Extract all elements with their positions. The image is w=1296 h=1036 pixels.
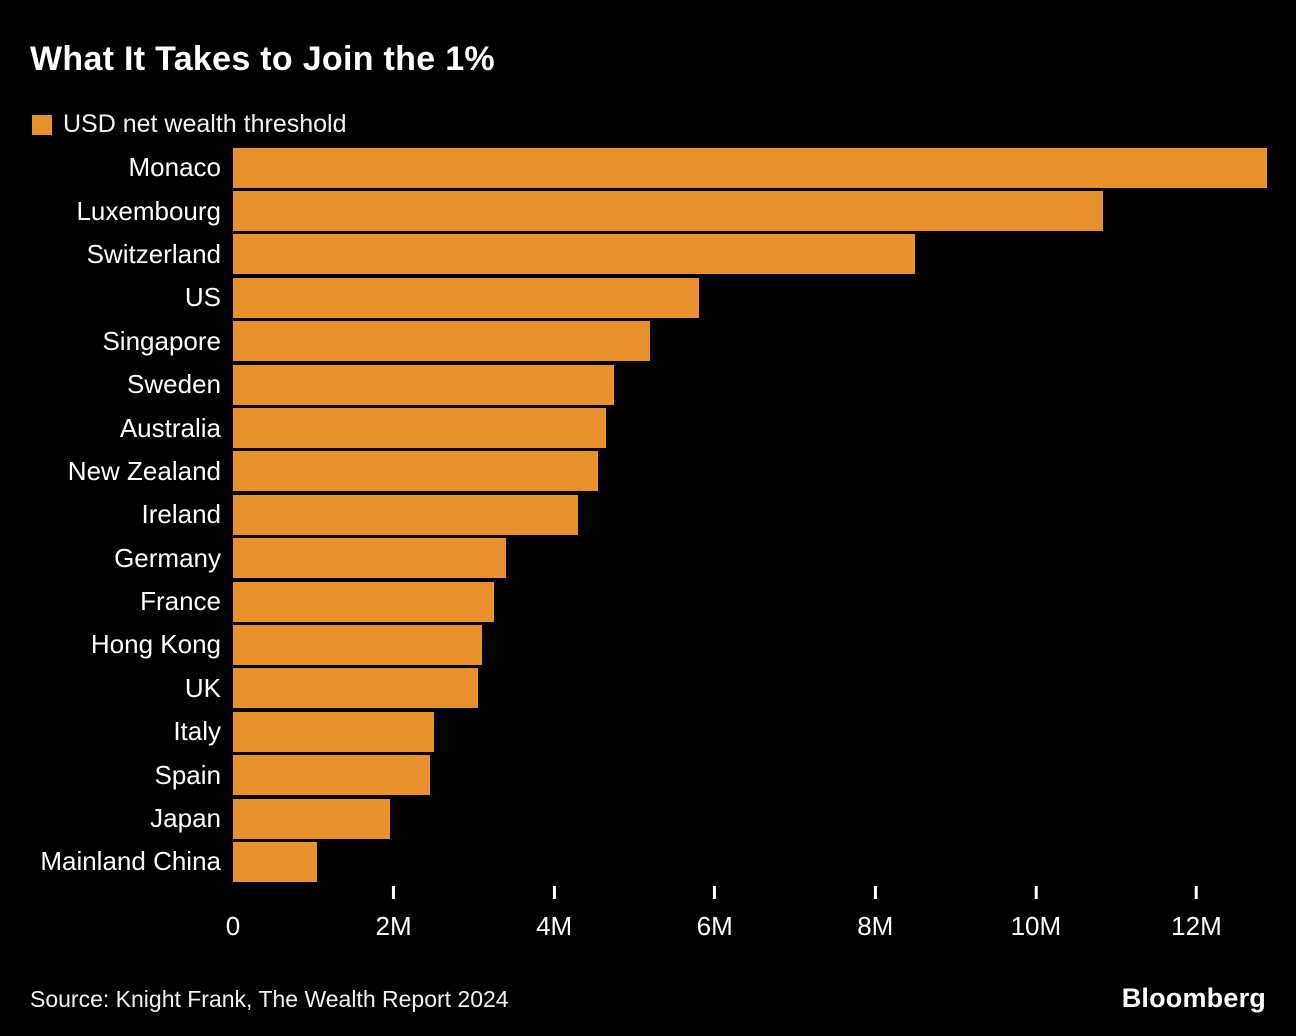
footer: Source: Knight Frank, The Wealth Report …: [30, 983, 1266, 1014]
bar: [233, 234, 916, 275]
bar-track: [233, 668, 1296, 709]
bar-row: Luxembourg: [0, 189, 1296, 232]
bar-row: Singapore: [0, 320, 1296, 363]
country-label: US: [184, 282, 221, 313]
bar-row: France: [0, 580, 1296, 623]
country-label: France: [140, 586, 221, 617]
bar-track: [233, 147, 1296, 188]
tick-label: 10M: [1010, 911, 1062, 941]
bar-track: [233, 581, 1296, 622]
bar: [233, 147, 1268, 188]
bar-row: Germany: [0, 537, 1296, 580]
bar-track: [233, 798, 1296, 839]
bar: [233, 755, 430, 796]
bar: [233, 668, 478, 709]
bar-track: [233, 711, 1296, 752]
bar: [233, 798, 390, 839]
axis-tick: 0: [226, 886, 240, 942]
bar-row: Mainland China: [0, 840, 1296, 883]
tick-mark: [392, 886, 396, 899]
tick-label: 12M: [1171, 911, 1222, 941]
bar: [233, 581, 494, 622]
axis-tick: 12M: [1171, 886, 1222, 942]
tick-label: 4M: [536, 911, 573, 941]
axis-tick: 4M: [536, 886, 572, 942]
tick-mark: [1034, 886, 1038, 899]
bar-track: [233, 755, 1296, 796]
country-label: Hong Kong: [90, 629, 221, 660]
country-label: New Zealand: [67, 455, 221, 486]
country-label: Mainland China: [40, 846, 221, 877]
bar-row: Ireland: [0, 493, 1296, 536]
bar-track: [233, 321, 1296, 362]
legend: USD net wealth threshold: [32, 110, 346, 139]
bar-chart: Monaco Luxembourg Switzerland US Singapore Sw…: [0, 146, 1296, 884]
bar: [233, 364, 615, 405]
country-label: Italy: [173, 716, 221, 747]
bar: [233, 624, 482, 665]
bar-row: Monaco: [0, 146, 1296, 189]
country-label: Luxembourg: [76, 195, 221, 226]
bar-row: New Zealand: [0, 450, 1296, 493]
bar: [233, 408, 607, 449]
bar: [233, 451, 599, 492]
bar-track: [233, 494, 1296, 535]
legend-swatch-icon: [32, 114, 52, 135]
tick-mark: [713, 886, 717, 899]
bar-row: Australia: [0, 406, 1296, 449]
bar: [233, 191, 1103, 232]
country-label: Spain: [154, 759, 222, 790]
axis-tick: 2M: [376, 886, 412, 942]
tick-label: 0: [225, 911, 241, 941]
country-label: Ireland: [141, 499, 222, 530]
tick-mark: [232, 886, 235, 899]
tick-mark: [873, 886, 877, 899]
bar-row: Italy: [0, 710, 1296, 753]
bar: [233, 321, 651, 362]
chart-title: What It Takes to Join the 1%: [30, 40, 495, 78]
bar: [233, 538, 506, 579]
bar-row: Switzerland: [0, 233, 1296, 276]
country-label: Sweden: [127, 369, 221, 400]
tick-mark: [1194, 886, 1198, 899]
tick-label: 2M: [375, 911, 412, 941]
bar-track: [233, 234, 1296, 275]
tick-mark: [552, 886, 556, 899]
bar-track: [233, 538, 1296, 579]
tick-label: 8M: [857, 911, 894, 941]
bar-row: Spain: [0, 753, 1296, 796]
bar-track: [233, 408, 1296, 449]
bar-track: [233, 841, 1296, 882]
country-label: Japan: [150, 803, 221, 834]
country-label: Monaco: [128, 152, 222, 183]
country-label: Singapore: [102, 325, 221, 356]
tick-label: 6M: [696, 911, 733, 941]
bar: [233, 841, 318, 882]
bar-track: [233, 191, 1296, 232]
legend-label: USD net wealth threshold: [63, 110, 347, 138]
axis-tick: 8M: [857, 886, 893, 942]
country-label: UK: [184, 672, 221, 703]
bar-track: [233, 451, 1296, 492]
bar-track: [233, 364, 1296, 405]
bar-row: Japan: [0, 797, 1296, 840]
x-axis: 0 2M 4M 6M 8M 10M 12M: [226, 886, 1296, 956]
country-label: Switzerland: [86, 238, 221, 269]
bar: [233, 494, 579, 535]
bar-row: Sweden: [0, 363, 1296, 406]
bar: [233, 277, 699, 318]
bar-row: UK: [0, 667, 1296, 710]
bar-track: [233, 277, 1296, 318]
country-label: Australia: [119, 412, 221, 443]
bar-row: Hong Kong: [0, 623, 1296, 666]
bloomberg-logo: Bloomberg: [1121, 983, 1266, 1013]
axis-tick: 10M: [1010, 886, 1062, 942]
country-label: Germany: [114, 542, 221, 573]
bar-track: [233, 624, 1296, 665]
source-note: Source: Knight Frank, The Wealth Report …: [30, 986, 509, 1012]
axis-tick: 6M: [697, 886, 733, 942]
bar: [233, 711, 434, 752]
bar-row: US: [0, 276, 1296, 319]
